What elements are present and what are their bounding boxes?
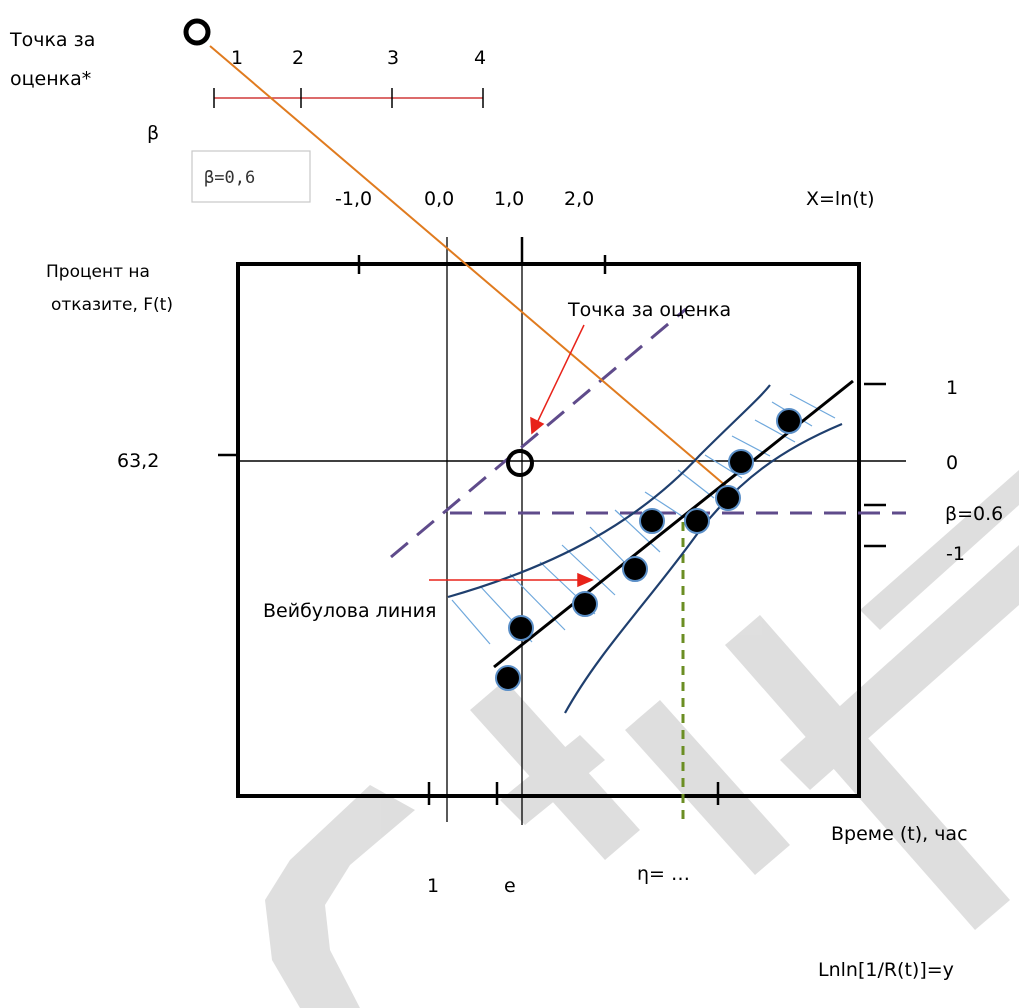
top-axis-ticks bbox=[357, 237, 607, 274]
right-tick-label: 1 bbox=[946, 377, 958, 399]
time-axis-label: Време (t), час bbox=[831, 823, 968, 845]
data-point bbox=[639, 508, 665, 534]
right-tick-label: -1 bbox=[946, 543, 965, 565]
estimate-point-label: Точка за оценка bbox=[567, 299, 731, 321]
ln-axis-tick-label: 1,0 bbox=[494, 188, 524, 210]
beta-scale-tick-label: 4 bbox=[474, 47, 486, 69]
beta-scale-tick-label: 3 bbox=[387, 47, 399, 69]
top-left-label-line2: оценка* bbox=[10, 68, 91, 90]
data-points bbox=[495, 408, 802, 691]
beta-scale-tick-label: 1 bbox=[231, 47, 243, 69]
bottom-tick-label: 1 bbox=[427, 875, 439, 897]
top-estimate-point-marker bbox=[183, 18, 211, 46]
bottom-tick-label: e bbox=[504, 875, 516, 897]
beta-box-text: β=0,6 bbox=[204, 168, 255, 188]
ln-axis-tick-label: 0,0 bbox=[424, 188, 454, 210]
y-axis-label-line2: отказите, F(t) bbox=[51, 295, 173, 315]
data-point bbox=[572, 591, 598, 617]
data-point bbox=[728, 449, 754, 475]
estimate-point-marker bbox=[506, 449, 534, 477]
beta-box bbox=[191, 150, 311, 203]
y-axis-label-line1: Процент на bbox=[46, 262, 150, 282]
data-point bbox=[622, 556, 648, 582]
ln-axis-tick-label: 2,0 bbox=[564, 188, 594, 210]
y-axis-formula: Lnln[1/R(t)]=y bbox=[818, 959, 954, 981]
bottom-axis-ticks bbox=[427, 782, 720, 805]
ln-axis-label: X=ln(t) bbox=[806, 188, 875, 210]
top-left-label-line1: Точка за bbox=[9, 29, 95, 51]
plot-frame bbox=[236, 262, 861, 798]
data-point bbox=[776, 408, 802, 434]
beta-scale-tick-label: 2 bbox=[292, 47, 304, 69]
arrows bbox=[429, 324, 594, 588]
ln-axis-tick-label: -1,0 bbox=[335, 188, 372, 210]
weibull-line-label: Вейбулова линия bbox=[263, 600, 436, 622]
right-tick-label: β=0.6 bbox=[945, 503, 1003, 525]
data-point bbox=[495, 665, 521, 691]
data-point bbox=[684, 508, 710, 534]
eta-label: η= … bbox=[637, 863, 690, 885]
data-point bbox=[715, 485, 741, 511]
y-value-label: 63,2 bbox=[117, 450, 159, 472]
vertical-reference-lines bbox=[446, 237, 523, 825]
right-axis-ticks bbox=[864, 382, 886, 548]
dashed-guides bbox=[390, 307, 906, 559]
watermark bbox=[265, 470, 1019, 1008]
estimate-line bbox=[209, 45, 727, 487]
data-point bbox=[508, 615, 534, 641]
beta-symbol: β bbox=[147, 122, 159, 144]
right-tick-label: 0 bbox=[946, 452, 958, 474]
beta-scale-ticks bbox=[213, 88, 484, 108]
